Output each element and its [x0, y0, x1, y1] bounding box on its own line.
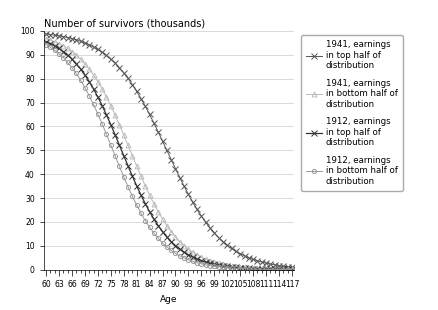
1941, earnings
in bottom half of
distribution: [43, 37, 49, 41]
1912, earnings
in bottom half of
distribution: [99, 122, 105, 126]
1941, earnings
in top half of
distribution: [104, 54, 109, 57]
1941, earnings
in top half of
distribution: [99, 51, 105, 54]
1941, earnings
in bottom half of
distribution: [250, 266, 255, 270]
Line: 1912, earnings
in bottom half of
distribution: 1912, earnings in bottom half of distrib…: [44, 43, 293, 272]
1912, earnings
in bottom half of
distribution: [224, 266, 230, 270]
1912, earnings
in bottom half of
distribution: [104, 132, 109, 136]
1941, earnings
in bottom half of
distribution: [99, 87, 105, 91]
1912, earnings
in top half of
distribution: [224, 265, 230, 268]
1912, earnings
in bottom half of
distribution: [207, 264, 212, 268]
1941, earnings
in bottom half of
distribution: [280, 267, 285, 271]
1941, earnings
in bottom half of
distribution: [207, 259, 212, 263]
1912, earnings
in top half of
distribution: [289, 268, 294, 271]
1941, earnings
in bottom half of
distribution: [289, 268, 294, 271]
X-axis label: Age: Age: [160, 295, 177, 304]
1941, earnings
in top half of
distribution: [224, 243, 230, 247]
1941, earnings
in bottom half of
distribution: [224, 263, 230, 267]
Text: Number of survivors (thousands): Number of survivors (thousands): [44, 19, 205, 29]
1912, earnings
in top half of
distribution: [280, 268, 285, 271]
Legend: 1941, earnings
in top half of
distribution, 1941, earnings
in bottom half of
dis: 1941, earnings in top half of distributi…: [300, 35, 402, 191]
1941, earnings
in top half of
distribution: [43, 32, 49, 36]
1941, earnings
in top half of
distribution: [289, 265, 294, 269]
1941, earnings
in top half of
distribution: [250, 258, 255, 261]
1941, earnings
in top half of
distribution: [207, 226, 212, 230]
1912, earnings
in bottom half of
distribution: [43, 43, 49, 47]
1912, earnings
in bottom half of
distribution: [289, 268, 294, 272]
1912, earnings
in bottom half of
distribution: [280, 268, 285, 271]
1912, earnings
in top half of
distribution: [250, 267, 255, 270]
Line: 1941, earnings
in top half of
distribution: 1941, earnings in top half of distributi…: [43, 31, 294, 270]
1912, earnings
in bottom half of
distribution: [250, 267, 255, 271]
1912, earnings
in top half of
distribution: [207, 261, 212, 265]
1941, earnings
in top half of
distribution: [280, 264, 285, 268]
Line: 1912, earnings
in top half of
distribution: 1912, earnings in top half of distributi…: [42, 38, 295, 273]
1941, earnings
in bottom half of
distribution: [104, 95, 109, 99]
1912, earnings
in top half of
distribution: [104, 113, 109, 117]
1912, earnings
in top half of
distribution: [43, 40, 49, 43]
Line: 1941, earnings
in bottom half of
distribution: 1941, earnings in bottom half of distrib…: [43, 36, 294, 272]
1912, earnings
in top half of
distribution: [99, 104, 105, 108]
